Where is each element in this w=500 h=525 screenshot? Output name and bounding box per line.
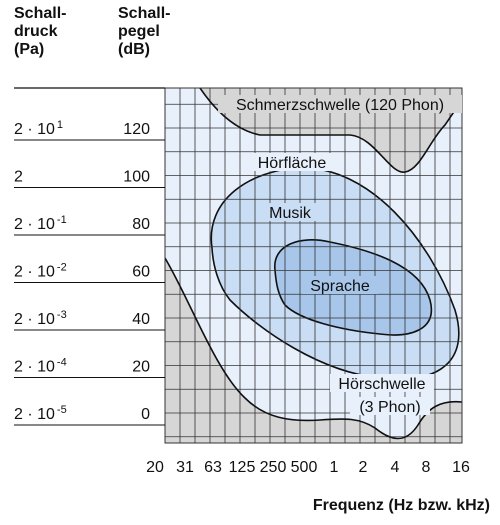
x-tick-label: 125 [229,459,256,476]
level-label: 80 [132,216,150,233]
pressure-exp: 1 [57,119,63,131]
x-tick-label: 63 [204,459,222,476]
pressure-exp: -2 [57,262,67,274]
column-header: Schall- [14,5,66,22]
label-bg [330,374,434,392]
threshold-label: Hörschwelle [338,376,425,393]
pressure-base: 2 · 10 [14,264,55,281]
pressure-base: 2 [14,169,23,186]
pressure-label: 2 · 10 -2 [14,262,67,281]
level-label: 0 [141,406,150,423]
pressure-label: 2 · 10 -4 [14,357,67,376]
label-bg [218,95,462,113]
pressure-label: 2 [14,169,23,186]
pressure-label: 2 · 10 -5 [14,404,67,423]
pressure-exp: -5 [57,404,67,416]
x-tick-label: 500 [291,459,318,476]
level-label: 20 [132,359,150,376]
x-tick-label: 4 [391,459,400,476]
x-tick-label: 2 [359,459,368,476]
area-label: Hörfläche [258,155,327,172]
column-header: Schall- [118,5,170,22]
x-tick-label: 20 [146,459,164,476]
speech-label: Sprache [310,278,370,295]
pressure-label: 2 · 10 -3 [14,309,67,328]
x-title: Frequenz (Hz bzw. kHz) [313,497,490,514]
level-label: 100 [123,169,150,186]
level-label: 120 [123,121,150,138]
x-tick-label: 16 [452,459,470,476]
label-bg [248,153,336,171]
pressure-label: 2 · 10 -1 [14,214,67,233]
x-tick-label: 8 [422,459,431,476]
pressure-label: 2 · 10 1 [14,119,63,138]
threshold-curve [165,257,462,440]
level-label: 60 [132,264,150,281]
column-header: pegel [118,23,160,40]
x-tick-label: 250 [260,459,287,476]
pressure-base: 2 · 10 [14,311,55,328]
column-header: (dB) [118,41,150,58]
music-label: Musik [269,205,312,222]
column-header: (Pa) [14,41,44,58]
pressure-base: 2 · 10 [14,121,55,138]
pressure-exp: -4 [57,357,67,369]
pain-label: Schmerzschwelle (120 Phon) [236,97,444,114]
pressure-base: 2 · 10 [14,406,55,423]
level-label: 40 [132,311,150,328]
pressure-base: 2 · 10 [14,359,55,376]
pressure-exp: -3 [57,309,67,321]
threshold-label: (3 Phon) [359,399,420,416]
below-threshold-region [165,258,462,443]
pressure-exp: -1 [57,214,67,226]
x-tick-label: 31 [176,459,194,476]
plot-frame [164,87,463,444]
label-bg [264,203,316,221]
label-bg [350,397,430,415]
pressure-base: 2 · 10 [14,216,55,233]
x-tick-label: 1 [330,459,339,476]
column-header: druck [14,23,58,40]
pain-curve [199,88,462,173]
label-bg [302,276,378,294]
